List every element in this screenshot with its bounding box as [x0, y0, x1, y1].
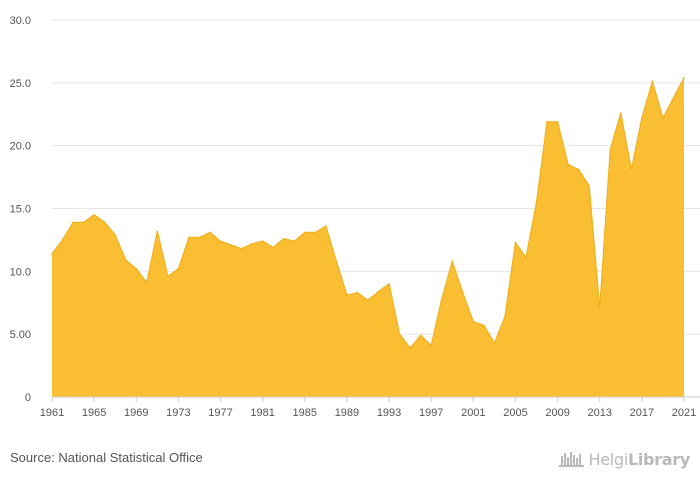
y-tick-label: 0	[25, 392, 31, 404]
y-tick-label: 15.0	[10, 204, 31, 216]
x-tick-label: 1981	[250, 407, 274, 419]
data-point	[135, 268, 138, 270]
area-fill	[52, 77, 684, 397]
data-point	[609, 148, 612, 151]
data-point	[567, 163, 569, 166]
data-point	[630, 168, 633, 171]
data-point	[188, 236, 190, 239]
data-point	[577, 168, 580, 171]
data-point	[114, 234, 116, 236]
source-note: Source: National Statistical Office	[10, 450, 203, 465]
data-point	[167, 275, 169, 278]
data-point	[388, 283, 390, 285]
x-tick-label: 2009	[545, 407, 569, 419]
data-point	[620, 112, 622, 114]
data-point	[177, 268, 180, 270]
data-point	[546, 120, 548, 123]
data-point	[440, 298, 443, 300]
data-point	[261, 240, 264, 242]
x-tick-label: 2013	[587, 407, 611, 419]
data-point	[525, 256, 527, 259]
data-point	[240, 247, 243, 250]
data-point	[272, 246, 275, 249]
data-point	[514, 241, 517, 244]
data-point	[504, 315, 506, 318]
data-point	[556, 120, 559, 123]
x-tick-label: 2005	[503, 407, 527, 419]
data-point	[103, 221, 106, 224]
y-tick-label: 10.0	[10, 266, 31, 278]
x-tick-label: 1985	[293, 407, 317, 419]
data-point	[377, 290, 380, 293]
data-point	[72, 221, 74, 224]
x-tick-label: 1961	[40, 407, 64, 419]
data-point	[156, 230, 159, 232]
data-point	[662, 117, 664, 119]
helgi-library-logo[interactable]: HelgiLibrary	[558, 448, 691, 470]
data-point	[483, 324, 485, 327]
data-point	[641, 117, 643, 119]
data-point	[219, 240, 222, 242]
x-tick-label: 1997	[419, 407, 443, 419]
x-tick-label: 1977	[208, 407, 232, 419]
data-point	[325, 225, 327, 227]
axes: 0 5.00 10.0 15.0 20.0 25.0 30.0 1961 1965 1969 197…	[10, 15, 700, 419]
data-point	[293, 240, 296, 242]
x-tick-label: 2021	[672, 407, 696, 419]
y-tick-label: 20.0	[10, 141, 31, 153]
data-point	[356, 291, 359, 294]
x-tick-label: 1965	[82, 407, 106, 419]
data-point	[335, 260, 338, 263]
data-point	[683, 77, 685, 79]
data-area	[51, 77, 685, 397]
x-tick-label: 1973	[166, 407, 190, 419]
data-point	[451, 260, 454, 263]
logo-text: HelgiLibrary	[588, 449, 691, 469]
area-chart: 0 5.00 10.0 15.0 20.0 25.0 30.0 1961 1965 1969 197…	[10, 15, 700, 419]
helgi-library-logo-icon	[558, 452, 584, 467]
data-point	[493, 342, 496, 344]
data-point	[93, 213, 95, 216]
data-point	[672, 97, 675, 99]
data-point	[462, 291, 464, 294]
data-point	[304, 231, 306, 234]
data-point	[251, 242, 253, 245]
data-point	[346, 294, 348, 297]
data-point	[146, 281, 148, 284]
x-tick-label: 2001	[461, 407, 485, 419]
data-point	[282, 237, 285, 240]
data-point	[419, 334, 422, 337]
data-point	[409, 347, 411, 349]
data-point	[51, 252, 53, 255]
x-tick-label: 1969	[124, 407, 148, 419]
data-point	[398, 333, 401, 335]
data-point	[209, 231, 211, 234]
data-point	[314, 231, 317, 234]
data-point	[124, 259, 127, 261]
data-point	[651, 80, 654, 83]
x-tick-label: 1993	[377, 407, 401, 419]
data-point	[61, 239, 64, 241]
data-point	[472, 320, 475, 323]
data-point	[230, 244, 232, 246]
x-tick-label: 1989	[335, 407, 359, 419]
data-point	[367, 299, 369, 302]
data-point	[598, 308, 601, 310]
data-point	[82, 221, 85, 224]
data-point	[198, 236, 201, 239]
data-point	[535, 201, 538, 204]
y-tick-label: 5.00	[10, 329, 31, 341]
x-tick-label: 2017	[630, 407, 654, 419]
data-point	[430, 344, 433, 347]
y-tick-label: 25.0	[10, 78, 31, 90]
y-tick-label: 30.0	[10, 15, 31, 27]
data-point	[588, 185, 590, 187]
